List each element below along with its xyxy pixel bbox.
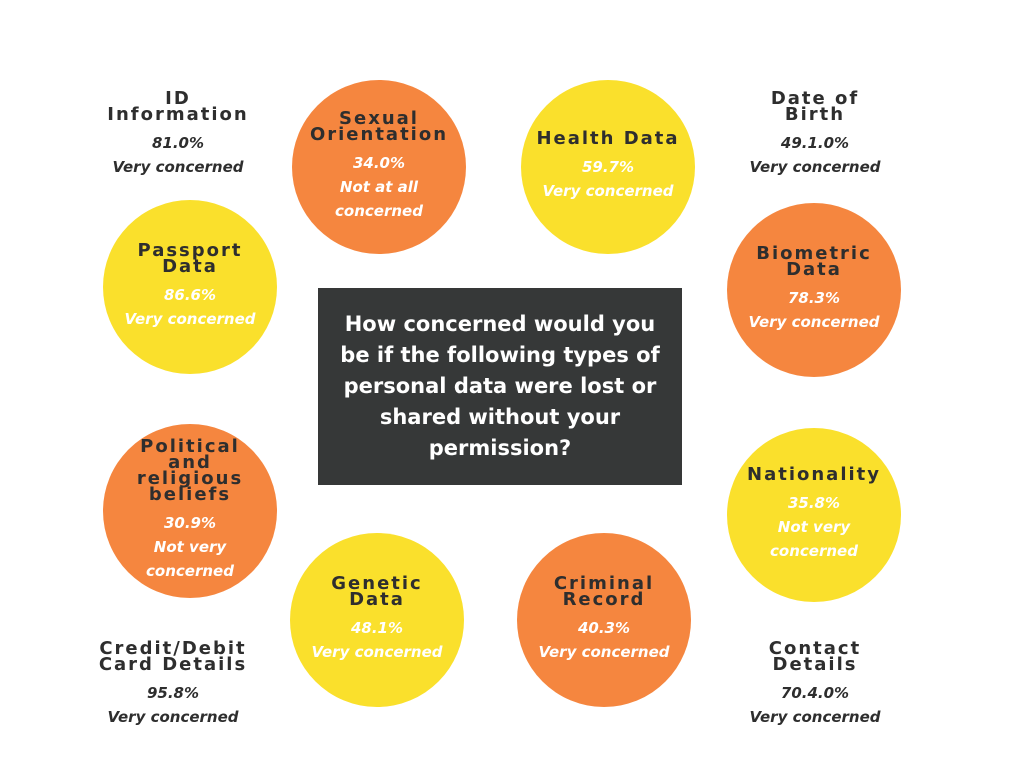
item-level: Very concerned bbox=[124, 310, 256, 328]
item-percent: 70.4.0% bbox=[780, 684, 850, 702]
survey-question: How concerned would you be if the follow… bbox=[340, 312, 660, 460]
item-level: Very concerned bbox=[311, 643, 443, 661]
item-contact-details: Contact Details 70.4.0% Very concerned bbox=[715, 630, 915, 740]
item-genetic-data: Genetic Data 48.1% Very concerned bbox=[290, 533, 464, 707]
item-level: Very concerned bbox=[538, 643, 670, 661]
item-level: Very concerned bbox=[542, 182, 674, 200]
item-name: Contact Details bbox=[768, 638, 862, 675]
item-name: Health Data bbox=[536, 128, 680, 149]
item-level: Very concerned bbox=[749, 158, 881, 176]
item-percent: 86.6% bbox=[163, 286, 217, 304]
item-percent: 95.8% bbox=[146, 684, 200, 702]
item-criminal-record: Criminal Record 40.3% Very concerned bbox=[517, 533, 691, 707]
item-level: Not very concerned bbox=[770, 518, 858, 560]
item-name: Passport Data bbox=[137, 240, 243, 277]
item-name: ID Information bbox=[107, 88, 249, 125]
item-name: Biometric Data bbox=[756, 243, 872, 280]
item-name: Sexual Orientation bbox=[309, 108, 449, 145]
item-level: Very concerned bbox=[112, 158, 244, 176]
item-health-data: Health Data 59.7% Very concerned bbox=[521, 80, 695, 254]
item-passport-data: Passport Data 86.6% Very concerned bbox=[103, 200, 277, 374]
item-name: Political and religious beliefs bbox=[136, 436, 244, 505]
item-name: Genetic Data bbox=[331, 573, 423, 610]
item-name: Credit/Debit Card Details bbox=[98, 638, 248, 675]
item-credit-debit-card-details: Credit/Debit Card Details 95.8% Very con… bbox=[73, 630, 273, 740]
item-biometric-data: Biometric Data 78.3% Very concerned bbox=[727, 203, 901, 377]
item-date-of-birth: Date of Birth 49.1.0% Very concerned bbox=[715, 80, 915, 190]
survey-question-box: How concerned would you be if the follow… bbox=[318, 288, 682, 485]
item-name: Criminal Record bbox=[553, 573, 655, 610]
item-nationality: Nationality 35.8% Not very concerned bbox=[727, 428, 901, 602]
item-political-religious-beliefs: Political and religious beliefs 30.9% No… bbox=[103, 424, 277, 598]
item-percent: 40.3% bbox=[577, 619, 631, 637]
item-percent: 81.0% bbox=[151, 134, 205, 152]
item-level: Very concerned bbox=[107, 708, 239, 726]
item-percent: 78.3% bbox=[787, 289, 841, 307]
item-name: Date of Birth bbox=[770, 88, 860, 125]
item-sexual-orientation: Sexual Orientation 34.0% Not at all conc… bbox=[292, 80, 466, 254]
item-level: Very concerned bbox=[748, 313, 880, 331]
item-percent: 49.1.0% bbox=[780, 134, 850, 152]
item-name: Nationality bbox=[747, 464, 881, 485]
item-percent: 59.7% bbox=[581, 158, 635, 176]
item-level: Not at all concerned bbox=[335, 178, 423, 220]
item-level: Not very concerned bbox=[146, 538, 234, 580]
item-id-information: ID Information 81.0% Very concerned bbox=[78, 80, 278, 190]
item-level: Very concerned bbox=[749, 708, 881, 726]
item-percent: 35.8% bbox=[787, 494, 841, 512]
item-percent: 48.1% bbox=[350, 619, 404, 637]
item-percent: 30.9% bbox=[163, 514, 217, 532]
item-percent: 34.0% bbox=[352, 154, 406, 172]
